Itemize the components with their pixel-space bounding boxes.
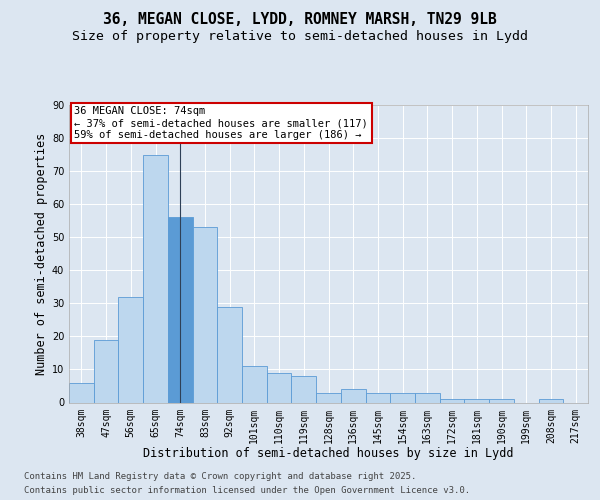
Text: Size of property relative to semi-detached houses in Lydd: Size of property relative to semi-detach… — [72, 30, 528, 43]
X-axis label: Distribution of semi-detached houses by size in Lydd: Distribution of semi-detached houses by … — [143, 447, 514, 460]
Bar — [464, 399, 489, 402]
Bar — [118, 296, 143, 403]
Bar — [539, 399, 563, 402]
Bar — [390, 392, 415, 402]
Bar — [267, 373, 292, 402]
Bar — [94, 340, 118, 402]
Y-axis label: Number of semi-detached properties: Number of semi-detached properties — [35, 132, 47, 375]
Text: 36, MEGAN CLOSE, LYDD, ROMNEY MARSH, TN29 9LB: 36, MEGAN CLOSE, LYDD, ROMNEY MARSH, TN2… — [103, 12, 497, 28]
Bar — [292, 376, 316, 402]
Bar — [440, 399, 464, 402]
Bar — [217, 306, 242, 402]
Bar — [69, 382, 94, 402]
Bar — [365, 392, 390, 402]
Bar — [168, 218, 193, 402]
Bar — [193, 228, 217, 402]
Bar — [143, 154, 168, 402]
Bar — [242, 366, 267, 403]
Bar — [489, 399, 514, 402]
Bar — [341, 390, 365, 402]
Bar — [316, 392, 341, 402]
Text: Contains public sector information licensed under the Open Government Licence v3: Contains public sector information licen… — [24, 486, 470, 495]
Bar — [415, 392, 440, 402]
Text: 36 MEGAN CLOSE: 74sqm
← 37% of semi-detached houses are smaller (117)
59% of sem: 36 MEGAN CLOSE: 74sqm ← 37% of semi-deta… — [74, 106, 368, 140]
Text: Contains HM Land Registry data © Crown copyright and database right 2025.: Contains HM Land Registry data © Crown c… — [24, 472, 416, 481]
